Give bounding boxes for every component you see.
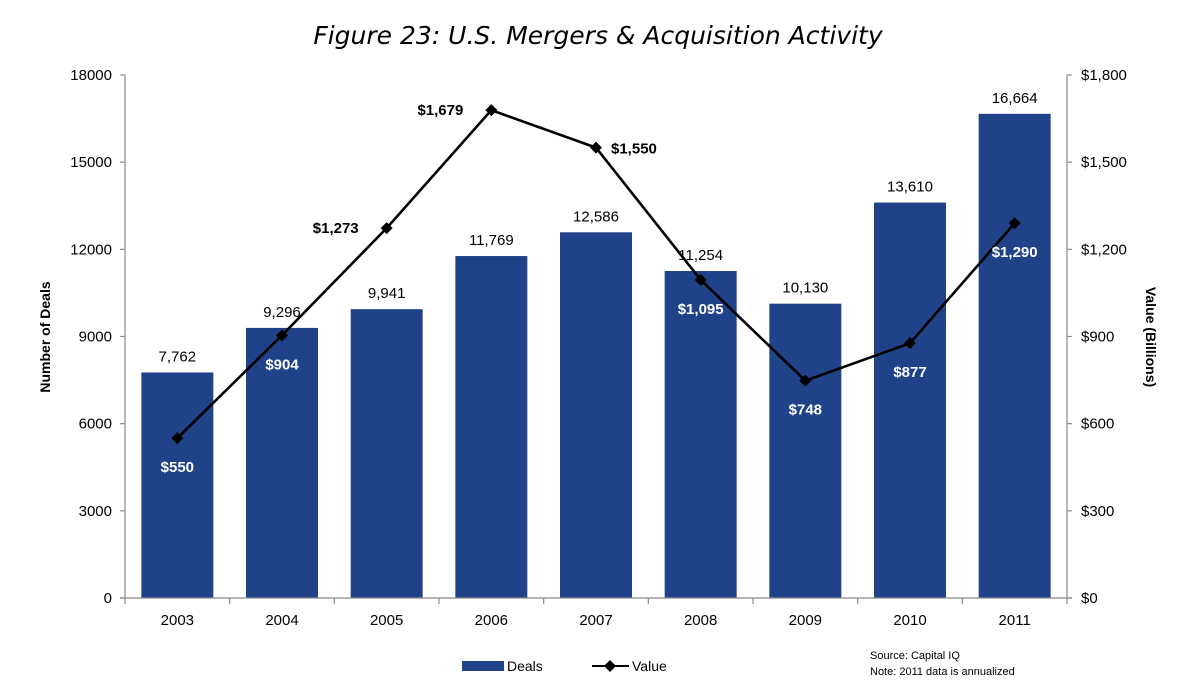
bar-data-label-2005: 9,941 — [368, 285, 406, 302]
right-tick-label: $600 — [1081, 416, 1114, 433]
value-marker-2011 — [1008, 217, 1021, 230]
right-tick-label: $1,200 — [1081, 241, 1127, 258]
bar-deals-2004 — [246, 327, 318, 598]
x-tick-label-2005: 2005 — [370, 612, 403, 629]
bar-deals-2006 — [455, 256, 528, 598]
bar-deals-2003 — [141, 372, 214, 598]
right-tick-label: $1,500 — [1081, 154, 1127, 171]
right-tick-label: $0 — [1081, 590, 1098, 607]
value-data-label-2008: $1,095 — [678, 301, 724, 318]
bar-data-label-2004: 9,296 — [263, 304, 301, 321]
bar-deals-2005 — [350, 309, 423, 598]
left-tick-label: 9000 — [79, 329, 112, 346]
value-data-label-2005: $1,273 — [313, 220, 359, 237]
x-tick-label-2006: 2006 — [475, 612, 508, 629]
bar-data-label-2008: 11,254 — [678, 247, 723, 264]
annualized-note: Note: 2011 data is annualized — [870, 666, 1015, 678]
right-tick-label: $300 — [1081, 503, 1114, 520]
legend: Deals Value — [462, 658, 667, 674]
value-marker-2004 — [276, 329, 288, 342]
legend-deals-label: Deals — [507, 658, 543, 674]
value-data-label-2006: $1,679 — [417, 102, 463, 119]
data-labels-layer: 7,762 9,296 9,941 11,769 12,586 11,254 10,130 1… — [159, 90, 1038, 476]
value-marker-2003 — [171, 432, 184, 445]
left-tick-label: 3000 — [79, 503, 112, 520]
value-marker-2007 — [590, 141, 602, 154]
left-axis-title: Number of Deals — [37, 281, 53, 392]
right-tick-label: $1,800 — [1081, 67, 1127, 84]
legend-deals-swatch — [462, 661, 504, 671]
value-marker-2008 — [694, 273, 707, 286]
value-data-label-2010: $877 — [893, 364, 926, 381]
value-data-label-2007: $1,550 — [611, 141, 657, 158]
x-tick-label-2011: 2011 — [999, 612, 1031, 629]
axes-layer: 0 3000 6000 9000 12000 15000 18000 $0 $300 $600 $9… — [70, 67, 1127, 629]
x-tick-label-2009: 2009 — [789, 612, 822, 629]
x-tick-label-2010: 2010 — [893, 612, 926, 629]
bar-deals-2010 — [874, 202, 946, 598]
bar-deals-2008 — [664, 271, 737, 598]
value-data-label-2003: $550 — [161, 459, 194, 476]
legend-value-label: Value — [632, 658, 667, 674]
source-note: Source: Capital IQ — [870, 650, 960, 662]
bar-data-label-2011: 16,664 — [992, 90, 1038, 107]
left-tick-label: 18000 — [70, 67, 112, 84]
right-tick-label: $900 — [1081, 329, 1114, 346]
bar-data-label-2009: 10,130 — [782, 280, 828, 297]
left-tick-label: 6000 — [79, 416, 112, 433]
value-data-label-2011: $1,290 — [992, 244, 1038, 261]
x-tick-label-2004: 2004 — [265, 612, 298, 629]
value-line-layer — [171, 104, 1021, 445]
bar-data-label-2010: 13,610 — [887, 179, 933, 196]
x-tick-label-2008: 2008 — [684, 612, 717, 629]
value-marker-2009 — [799, 374, 812, 387]
x-tick-label-2007: 2007 — [579, 612, 612, 629]
bar-data-label-2007: 12,586 — [573, 208, 619, 225]
bars-layer — [141, 113, 1051, 599]
bar-deals-2011 — [978, 113, 1051, 598]
value-data-label-2009: $748 — [789, 402, 822, 419]
value-data-label-2004: $904 — [265, 356, 299, 373]
bar-data-label-2006: 11,769 — [469, 232, 514, 249]
right-axis-title: Value (Billions) — [1143, 287, 1159, 387]
left-tick-label: 15000 — [70, 154, 112, 171]
value-marker-2006 — [485, 104, 498, 117]
bar-deals-2007 — [560, 232, 632, 599]
left-tick-label: 12000 — [70, 241, 112, 258]
legend-value-diamond-icon — [604, 660, 616, 672]
chart-title: Figure 23: U.S. Mergers & Acquisition Ac… — [313, 21, 883, 50]
bar-data-label-2003: 7,762 — [159, 348, 197, 365]
value-marker-2005 — [380, 222, 393, 235]
x-tick-label-2003: 2003 — [161, 612, 194, 629]
left-tick-label: 0 — [104, 590, 112, 607]
bar-deals-2009 — [769, 303, 842, 598]
value-marker-2010 — [904, 337, 916, 350]
